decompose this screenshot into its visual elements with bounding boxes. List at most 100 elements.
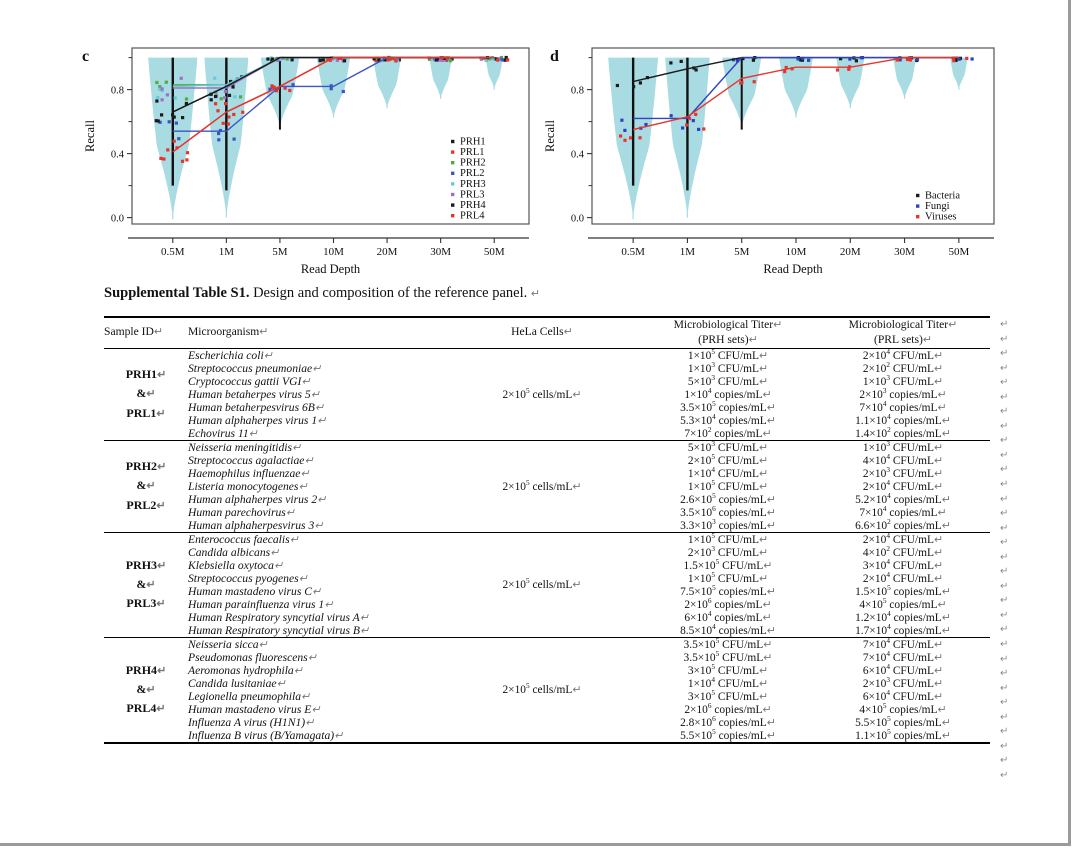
paragraph-mark-icon: ↵	[933, 375, 944, 388]
paragraph-mark-icon: ↵	[941, 493, 951, 506]
paragraph-mark-icon: ↵	[1000, 697, 1009, 709]
microorganism-cell: Candida lusitaniae↵	[188, 676, 286, 690]
sample-id-cell: PRH3↵ &↵ PRL3↵	[125, 557, 167, 611]
paragraph-mark-icon: ↵	[763, 559, 773, 572]
titer-prl-cell: 3×104 CFU/mL↵	[862, 557, 944, 572]
svg-text:0.8: 0.8	[571, 86, 584, 97]
svg-text:0.0: 0.0	[571, 214, 584, 225]
paragraph-mark-icon: ↵	[763, 638, 773, 651]
paragraph-mark-icon: ↵	[937, 388, 947, 401]
svg-text:10M: 10M	[323, 246, 344, 258]
paragraph-mark-icon: ↵	[1000, 668, 1009, 680]
titer-prl-cell: 1.5×105 copies/mL↵	[855, 583, 951, 598]
microorganism-cell: Listeria monocytogenes↵	[188, 479, 308, 493]
table-row: Klebsiella oxytoca↵ 1.5×105 CFU/mL↵ 3×104 …	[104, 557, 990, 572]
table-row: Candida albicans↵ 2×103 CFU/mL↵ 4×102 CFU/…	[104, 545, 990, 559]
table-row: PRH4↵ &↵ PRL4↵ Neisseria sicca↵ 2×105 cells/…	[104, 637, 990, 715]
caption-label: Supplemental Table S1.	[104, 285, 250, 301]
paragraph-mark-icon: ↵	[933, 362, 944, 375]
paragraph-mark-icon: ↵	[156, 703, 166, 716]
paragraph-mark-icon: ↵	[1000, 682, 1009, 694]
paragraph-mark-icon: ↵	[762, 611, 772, 624]
paragraph-mark-icon: ↵	[758, 441, 769, 454]
paragraph-mark-icon: ↵	[258, 638, 268, 651]
paragraph-mark-icon: ↵	[933, 533, 944, 546]
paragraph-mark-icon: ↵	[1000, 493, 1009, 505]
svg-text:20M: 20M	[840, 246, 861, 258]
paragraph-mark-icon: ↵	[758, 480, 769, 493]
microorganism-cell: Human mastadeno virus E↵	[188, 702, 321, 716]
titer-prh-cell: 1×104 CFU/mL↵	[687, 675, 769, 690]
paragraph-mark-icon: ↵	[1000, 377, 1009, 389]
paragraph-mark-icon: ↵	[305, 716, 315, 729]
paragraph-mark-icon: ↵	[146, 578, 156, 591]
svg-text:PRL4: PRL4	[460, 211, 485, 222]
paragraph-mark-icon: ↵	[933, 638, 944, 651]
microorganism-cell: Neisseria meningitidis↵	[188, 440, 302, 454]
sample-id-cell: PRH4↵ &↵ PRL4↵	[125, 662, 167, 716]
microorganism-cell: Enterococcus faecalis↵	[188, 532, 299, 546]
microorganism-cell: Influenza B virus (B/Yamagata)↵	[188, 728, 344, 742]
titer-prl-cell: 2×104 CFU/mL↵	[862, 347, 944, 362]
paragraph-mark-icon: ↵	[301, 690, 311, 703]
paragraph-mark-icon: ↵	[1000, 522, 1009, 534]
svg-text:Read Depth: Read Depth	[763, 262, 823, 275]
paragraph-mark-icon: ↵	[146, 683, 156, 696]
table-row: Aeromonas hydrophila↵ 3×105 CFU/mL↵ 6×104 …	[104, 663, 990, 677]
svg-text:5M: 5M	[734, 246, 750, 258]
titer-prh-cell: 5×103 CFU/mL↵	[687, 373, 769, 388]
microorganism-cell: Streptococcus pyogenes↵	[188, 571, 308, 585]
paragraph-mark-icon: ↵	[758, 677, 769, 690]
titer-prh-cell: 2.6×105 copies/mL↵	[680, 491, 776, 506]
paragraph-mark-icon: ↵	[941, 716, 951, 729]
microorganism-cell: Human alphaherpes virus 2↵	[188, 492, 327, 506]
hela-cells-cell: 2×105 cells/mL↵	[502, 577, 582, 591]
paragraph-mark-icon: ↵	[263, 349, 273, 362]
paragraph-mark-icon: ↵	[933, 664, 944, 677]
svg-text:PRH3: PRH3	[460, 179, 486, 190]
titer-prl-cell: 1×103 CFU/mL↵	[862, 439, 944, 454]
paragraph-mark-icon: ↵	[748, 333, 758, 346]
svg-text:1M: 1M	[680, 246, 696, 258]
titer-prl-cell: 2×104 CFU/mL↵	[862, 570, 944, 585]
paragraph-mark-icon: ↵	[937, 703, 947, 716]
microorganism-cell: Streptococcus pneumoniae↵	[188, 361, 322, 375]
paragraph-mark-icon: ↵	[1000, 362, 1009, 374]
panel-c: c 0.0 0.4 0.8 0.5M 1M 5M 10M 20M 30M 50M Read Dept…	[80, 38, 535, 275]
table-row: Pseudomonas fluorescens↵ 3.5×105 CFU/mL↵ 7…	[104, 650, 990, 663]
microorganism-cell: Candida albicans↵	[188, 545, 280, 559]
reference-panel-table: Sample ID↵ Microorganism↵ HeLa Cells↵ Mi…	[104, 316, 990, 744]
paragraph-mark-icon: ↵	[312, 362, 322, 375]
paragraph-mark-icon: ↵	[1000, 769, 1009, 781]
paragraph-mark-icon: ↵	[300, 467, 310, 480]
titer-prl-cell: 4×105 copies/mL↵	[859, 701, 947, 716]
paragraph-mark-icon: ↵	[933, 572, 944, 585]
panel-c-letter: c	[82, 48, 90, 65]
paragraph-mark-icon: ↵	[310, 388, 320, 401]
table-row: Human mastadeno virus C↵ 7.5×105 copies/m…	[104, 583, 990, 598]
titer-prh-cell: 1×105 CFU/mL↵	[687, 347, 769, 362]
paragraph-mark-icon: ↵	[758, 690, 769, 703]
microorganism-cell: Human Respiratory syncytial virus B↵	[188, 623, 370, 637]
table-row: PRH2↵ &↵ PRL2↵ Neisseria meningitidis↵ 2×105…	[104, 439, 990, 512]
paragraph-mark-icon: ↵	[933, 677, 944, 690]
table-row: Human alphaherpes virus 1↵ 5.3×104 copies…	[104, 413, 990, 426]
titer-prh-cell: 1×104 copies/mL↵	[684, 386, 772, 401]
svg-text:10M: 10M	[786, 246, 807, 258]
paragraph-mark-icon: ↵	[1000, 624, 1009, 636]
paragraph-mark-icon: ↵	[273, 559, 284, 572]
paragraph-mark-icon: ↵	[948, 319, 958, 331]
titer-prl-cell: 6×104 CFU/mL↵	[862, 688, 944, 703]
titer-prh-cell: 2.8×106 copies/mL↵	[680, 714, 776, 729]
paragraph-mark-icon: ↵	[933, 546, 944, 559]
table-row: PRH3↵ &↵ PRL3↵ Enterococcus faecalis↵ 2×105 …	[104, 532, 990, 610]
paragraph-mark-icon: ↵	[922, 333, 933, 346]
hela-cells-cell: 2×105 cells/mL↵	[502, 478, 582, 493]
paragraph-mark-icon: ↵	[762, 388, 772, 401]
paragraph-mark-icon: ↵	[1000, 726, 1009, 738]
microorganism-cell: Escherichia coli↵	[188, 348, 273, 362]
paragraph-mark-icon: ↵	[572, 579, 582, 591]
titer-prl-cell: 7×104 copies/mL↵	[859, 504, 947, 519]
paragraph-mark-icon: ↵	[758, 349, 769, 362]
svg-text:PRH2: PRH2	[460, 158, 486, 169]
